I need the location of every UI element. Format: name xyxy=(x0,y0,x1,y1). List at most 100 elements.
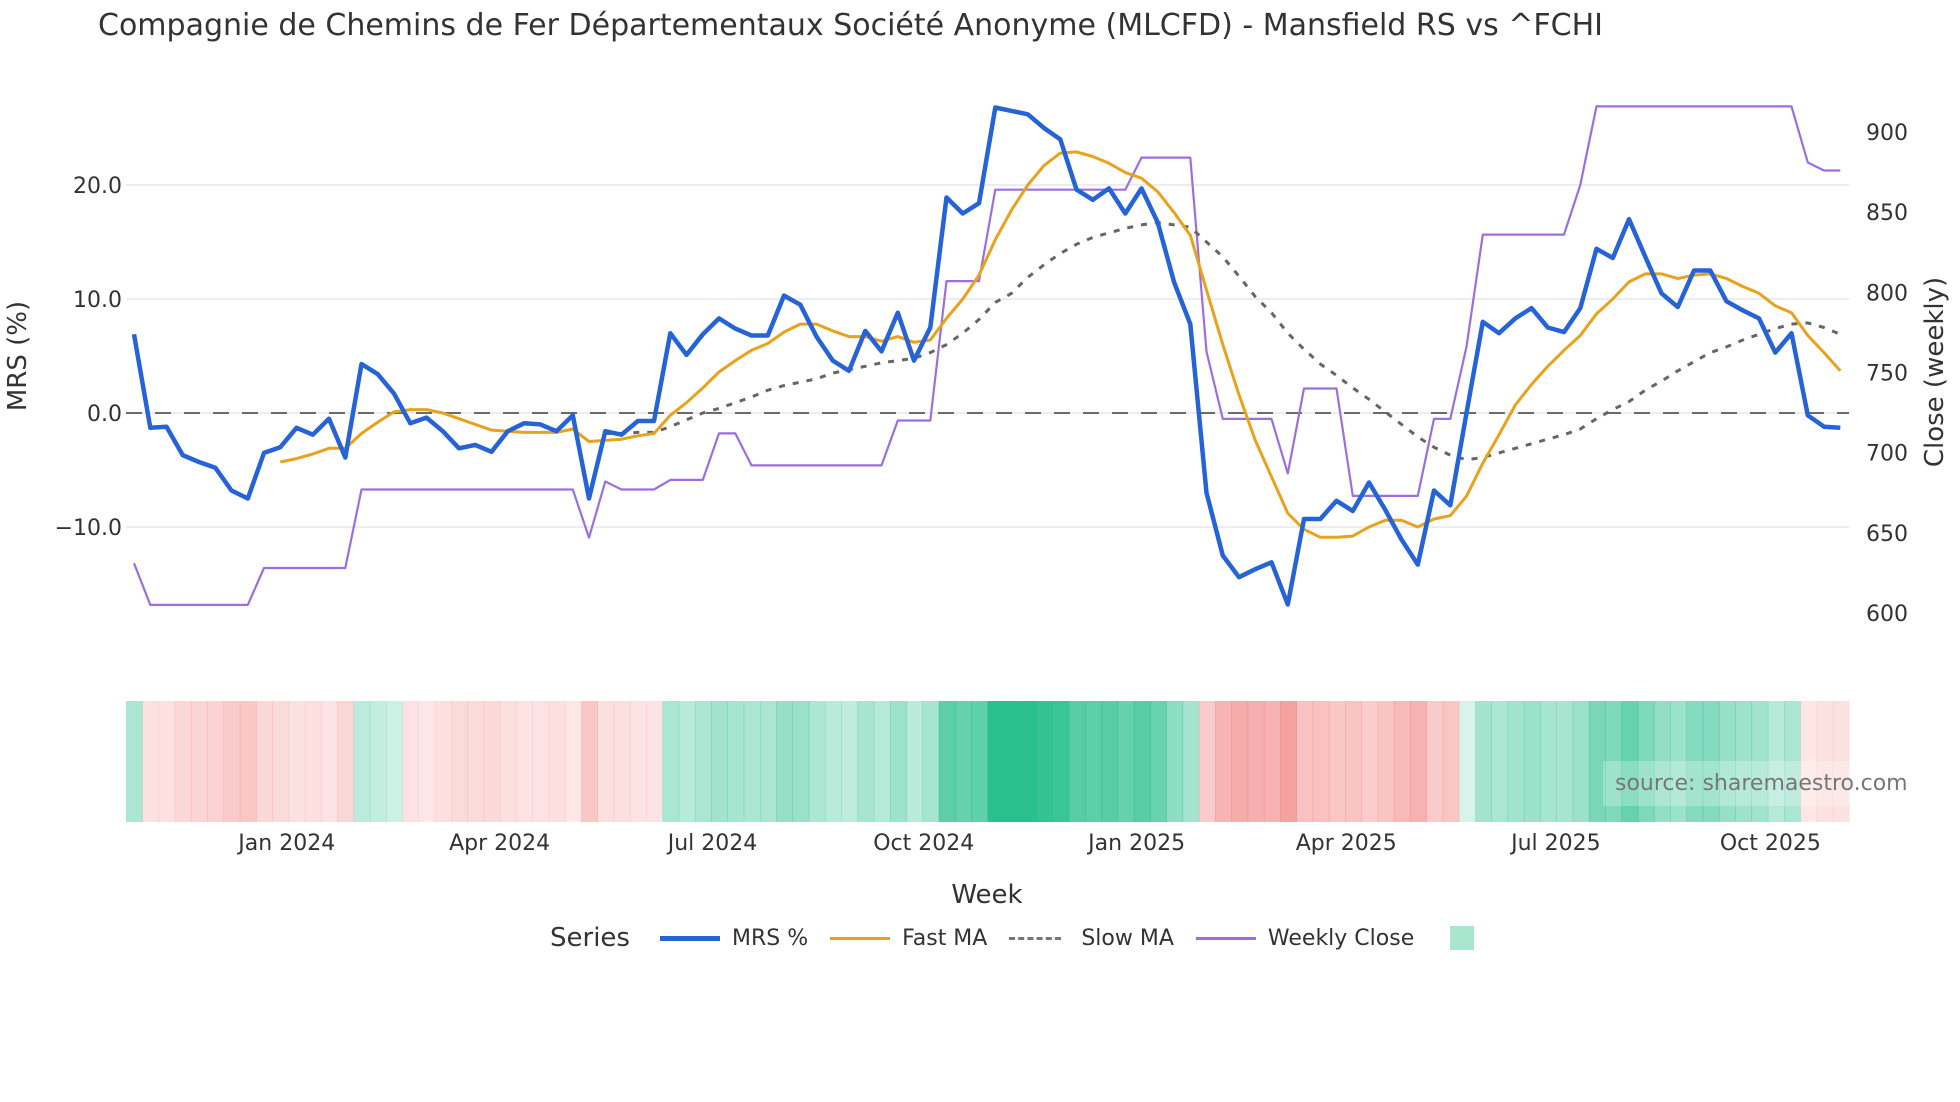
heatmap-cell xyxy=(1377,701,1395,822)
heatmap-cell xyxy=(597,701,615,822)
heatmap-cell xyxy=(337,701,355,822)
heatmap-cell xyxy=(841,701,859,822)
x-tick-label: Oct 2025 xyxy=(1720,831,1821,856)
heatmap-cell xyxy=(548,701,566,822)
heatmap-cell xyxy=(1068,701,1086,822)
heatmap-cell xyxy=(174,701,192,822)
heatmap-cell xyxy=(532,701,550,822)
y-axis-left-ticks: −10.0 0.0 10.0 20.0 xyxy=(55,174,122,541)
legend-item-fast-ma[interactable]: Fast MA xyxy=(830,926,987,951)
heatmap-cell xyxy=(971,701,989,822)
heatmap-cell xyxy=(369,701,387,822)
heatmap-cell xyxy=(1442,701,1460,822)
heatmap-cell xyxy=(1263,701,1281,822)
heatmap-cell xyxy=(873,701,891,822)
heatmap-cell xyxy=(207,701,225,822)
heatmap-cell xyxy=(646,701,664,822)
heatmap-cell xyxy=(272,701,290,822)
heatmap-cell xyxy=(1345,701,1362,822)
heatmap-cell xyxy=(613,701,631,822)
heatmap-cell xyxy=(1085,701,1102,822)
heatmap-cell xyxy=(1637,701,1655,822)
x-tick-label: Jan 2024 xyxy=(236,831,335,856)
heatmap-cell xyxy=(1800,701,1818,822)
x-tick-label: Oct 2024 xyxy=(873,831,974,856)
heatmap-cell xyxy=(678,701,696,822)
y2-tick-label: 900 xyxy=(1866,121,1908,146)
heatmap-cell xyxy=(142,701,160,822)
y2-tick-label: 750 xyxy=(1866,361,1908,386)
heatmap-cell xyxy=(1020,701,1037,822)
heatmap-cell xyxy=(1816,701,1834,822)
heatmap-cell xyxy=(792,701,810,822)
y-axis-right-title: Close (weekly) xyxy=(1920,277,1950,467)
mrs-line xyxy=(131,105,1841,607)
heatmap-cell xyxy=(711,701,729,822)
x-tick-label: Apr 2024 xyxy=(449,831,550,856)
heatmap-cell xyxy=(1198,701,1216,822)
heatmap-cell xyxy=(759,701,777,822)
heatmap-cell xyxy=(1280,701,1297,822)
mrs-heatmap-strip xyxy=(126,701,1850,822)
heatmap-cell xyxy=(418,701,436,822)
heatmap-cell xyxy=(776,701,794,822)
heatmap-cell xyxy=(987,701,1005,822)
heatmap-cell xyxy=(1215,701,1232,822)
heatmap-cell xyxy=(694,701,712,822)
heatmap-cell xyxy=(1832,701,1850,822)
y2-tick-label: 650 xyxy=(1866,522,1908,547)
heatmap-cell xyxy=(1686,701,1704,822)
heatmap-cell xyxy=(1133,701,1151,822)
heatmap-cell xyxy=(824,701,842,822)
y-axis-left-title: MRS (%) xyxy=(3,301,33,411)
weekly-close-line-swatch-icon xyxy=(1195,936,1256,940)
heatmap-cell xyxy=(581,701,598,822)
heatmap-cell xyxy=(288,701,306,822)
y2-tick-label: 800 xyxy=(1866,281,1908,306)
heatmap-cell xyxy=(1393,701,1411,822)
heatmap-cell xyxy=(434,701,452,822)
x-tick-label: Apr 2025 xyxy=(1296,831,1397,856)
heatmap-cell xyxy=(1052,701,1070,822)
heatmap-cell xyxy=(353,701,371,822)
heatmap-cell xyxy=(1621,701,1639,822)
slow-ma-line-swatch-icon xyxy=(1009,936,1062,940)
y2-tick-label: 700 xyxy=(1866,442,1908,467)
legend-item-heatmap[interactable] xyxy=(1450,926,1475,950)
heatmap-cell xyxy=(1556,701,1574,822)
heatmap-cell xyxy=(516,701,533,822)
legend-title: Series xyxy=(550,923,630,953)
heatmap-cell xyxy=(1117,701,1135,822)
heatmap-cell xyxy=(1150,701,1167,822)
heatmap-cell xyxy=(662,701,680,822)
heatmap-cell xyxy=(191,701,208,822)
x-tick-label: Jul 2025 xyxy=(1509,831,1601,856)
heatmap-cell xyxy=(1540,701,1558,822)
heatmap-cell xyxy=(1247,701,1265,822)
heatmap-cell xyxy=(256,701,273,822)
heatmap-cell xyxy=(1783,701,1801,822)
legend-item-mrs[interactable]: MRS % xyxy=(659,925,809,951)
heatmap-cell xyxy=(808,701,826,822)
heatmap-cell xyxy=(889,701,907,822)
heatmap-cell xyxy=(564,701,582,822)
x-tick-label: Jan 2025 xyxy=(1086,831,1185,856)
heatmap-cell xyxy=(1182,701,1200,822)
heatmap-cell xyxy=(1702,701,1720,822)
weekly-closeline xyxy=(132,105,1841,607)
legend: Series MRS % Fast MA Slow MA Weekly Clos… xyxy=(550,918,1496,958)
legend-label: MRS % xyxy=(731,925,809,951)
heatmap-cell xyxy=(1036,701,1054,822)
x-axis-ticks: Jan 2024 Apr 2024 Jul 2024 Oct 2024 Jan 2025… xyxy=(236,831,1821,856)
plot-lines xyxy=(131,105,1842,607)
x-axis-title: Week xyxy=(951,880,1022,910)
heatmap-cell xyxy=(727,701,745,822)
legend-item-slow-ma[interactable]: Slow MA xyxy=(1009,926,1174,951)
x-tick-label: Jul 2024 xyxy=(666,831,758,856)
y2-tick-label: 850 xyxy=(1866,201,1908,226)
legend-item-weekly-close[interactable]: Weekly Close xyxy=(1195,926,1414,951)
heatmap-cell xyxy=(1572,701,1590,822)
heatmap-cell xyxy=(126,701,143,822)
y-tick-label: 10.0 xyxy=(73,288,122,313)
